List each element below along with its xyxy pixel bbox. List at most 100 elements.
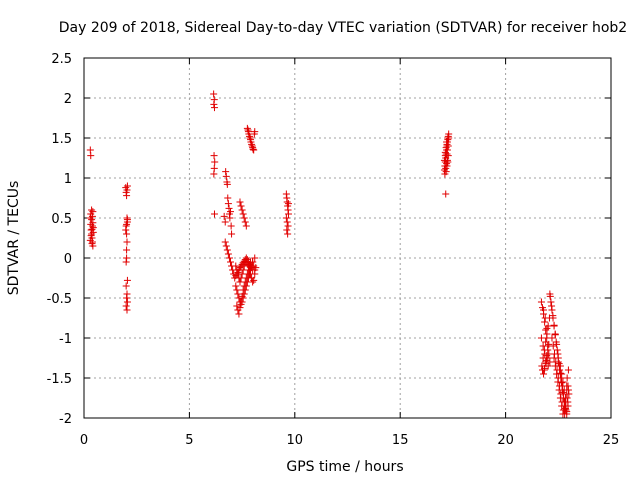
data-point — [440, 156, 448, 164]
data-point — [540, 370, 548, 378]
data-point — [561, 398, 569, 406]
data-point — [236, 278, 244, 286]
data-point — [123, 182, 131, 190]
data-point — [122, 282, 130, 290]
data-point — [235, 310, 243, 318]
data-point — [245, 132, 253, 140]
data-point — [547, 298, 555, 306]
data-point — [562, 406, 570, 414]
data-point — [249, 145, 257, 153]
data-point — [223, 180, 231, 188]
data-point — [240, 262, 248, 270]
data-point — [123, 246, 131, 254]
data-point — [563, 382, 571, 390]
data-point — [238, 292, 246, 300]
y-tick-label: -1 — [59, 332, 72, 347]
data-point — [238, 206, 246, 214]
data-point — [233, 302, 241, 310]
data-point — [560, 386, 568, 394]
data-point — [544, 354, 552, 362]
data-point — [210, 90, 218, 98]
data-point — [551, 331, 559, 339]
data-point — [559, 410, 567, 418]
data-point — [442, 190, 450, 198]
data-point — [232, 282, 240, 290]
data-point — [559, 378, 567, 386]
data-point — [554, 358, 562, 366]
y-tick-label: -1.5 — [47, 372, 72, 387]
data-point — [240, 282, 248, 290]
y-axis-label: SDTVAR / TECUs — [6, 181, 22, 296]
y-tick-label: 0 — [64, 252, 72, 267]
data-point — [284, 200, 292, 208]
data-point — [548, 302, 556, 310]
data-point — [443, 138, 451, 146]
x-tick-label: 20 — [497, 433, 514, 448]
data-point — [553, 346, 561, 354]
data-point — [221, 218, 229, 226]
data-point — [224, 250, 232, 258]
data-point — [282, 214, 290, 222]
data-point — [227, 258, 235, 266]
data-point — [441, 152, 449, 160]
data-point — [222, 168, 230, 176]
data-point — [123, 276, 131, 284]
data-point — [549, 342, 557, 350]
data-point — [251, 254, 259, 262]
data-point — [232, 262, 240, 270]
data-point — [240, 214, 248, 222]
data-point — [243, 124, 251, 132]
data-point — [236, 304, 244, 312]
chart-title: Day 209 of 2018, Sidereal Day-to-day VTE… — [59, 20, 627, 36]
data-point — [86, 236, 94, 244]
data-point — [249, 266, 257, 274]
data-point — [284, 210, 292, 218]
y-tick-label: -2 — [59, 412, 72, 427]
data-point — [123, 298, 131, 306]
data-point — [226, 214, 234, 222]
data-point — [563, 374, 571, 382]
y-tick-label: 1.5 — [51, 132, 72, 147]
data-point — [550, 321, 558, 329]
data-point — [210, 100, 218, 108]
data-point — [239, 210, 247, 218]
y-tick-label: 0.5 — [51, 212, 72, 227]
data-point — [237, 274, 245, 282]
data-point — [238, 270, 246, 278]
data-point — [227, 222, 235, 230]
data-point — [550, 354, 558, 362]
data-point — [88, 206, 96, 214]
data-point — [248, 140, 256, 148]
data-point — [236, 198, 244, 206]
data-point — [88, 225, 96, 233]
data-point — [543, 324, 551, 332]
y-tick-label: 1 — [64, 172, 72, 187]
y-tick-label: -0.5 — [47, 292, 72, 307]
data-point — [224, 194, 232, 202]
data-point — [223, 246, 231, 254]
data-point — [122, 302, 130, 310]
data-point — [233, 286, 241, 294]
data-point — [541, 318, 549, 326]
data-point — [123, 216, 131, 224]
data-point — [445, 134, 453, 142]
data-point — [558, 370, 566, 378]
data-point — [545, 340, 553, 348]
data-point — [247, 262, 255, 270]
data-point — [540, 366, 548, 374]
data-point — [250, 276, 258, 284]
data-point — [540, 306, 548, 314]
plot-frame — [83, 57, 612, 419]
data-point — [87, 232, 95, 240]
data-point — [537, 298, 545, 306]
data-point — [443, 150, 451, 158]
x-tick-label: 25 — [603, 433, 620, 448]
grid-lines — [84, 58, 611, 418]
data-point — [541, 350, 549, 358]
x-tick-label: 10 — [287, 433, 304, 448]
data-point — [88, 240, 96, 248]
x-axis-label: GPS time / hours — [286, 459, 403, 475]
data-point — [89, 224, 97, 232]
